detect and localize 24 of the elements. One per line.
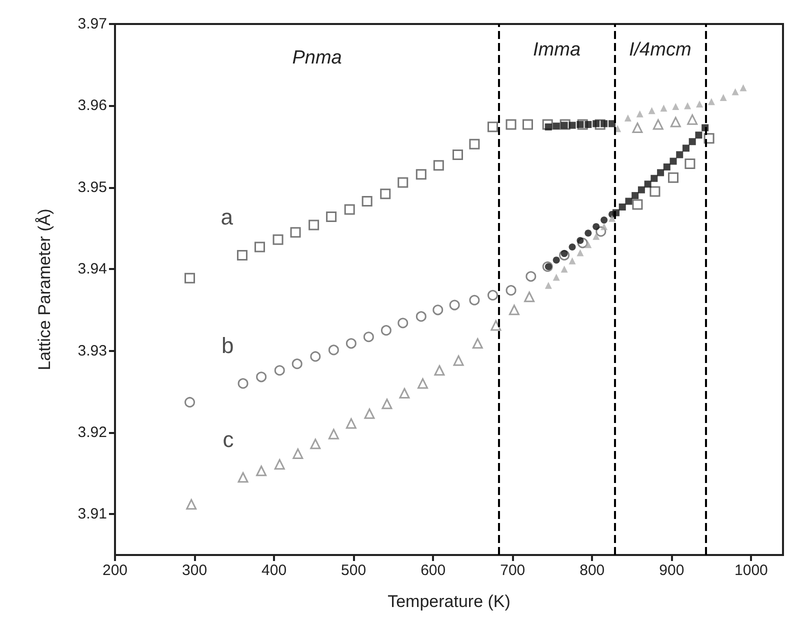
x-tick-label: 1000: [734, 562, 768, 579]
x-tick-label: 600: [420, 562, 446, 579]
series-label: c: [222, 426, 234, 452]
x-axis-title: Temperature (K): [388, 592, 510, 611]
annotation: Pnma: [292, 48, 342, 68]
y-tick-label: 3.93: [78, 342, 107, 360]
y-axis-title: Lattice Parameter (Å): [35, 208, 54, 370]
x-tick-label: 300: [182, 562, 208, 579]
x-tick-label: 900: [659, 562, 684, 579]
y-tick-label: 3.92: [78, 424, 107, 441]
y-tick-label: 3.97: [78, 16, 107, 32]
series-label: a: [220, 204, 234, 230]
x-tick-label: 800: [580, 562, 605, 579]
annotation: Imma: [533, 40, 581, 60]
y-tick-label: 3.94: [78, 260, 107, 278]
annotation: I/4mcm: [628, 40, 692, 60]
x-tick-label: 700: [500, 562, 526, 579]
x-tick-label: 400: [262, 562, 287, 579]
x-tick-label: 500: [341, 562, 366, 579]
y-tick-label: 3.91: [78, 506, 107, 523]
y-tick-label: 3.95: [78, 178, 107, 196]
y-tick-label: 3.96: [78, 97, 107, 114]
x-tick-label: 200: [102, 562, 128, 579]
series-label: b: [222, 332, 234, 358]
